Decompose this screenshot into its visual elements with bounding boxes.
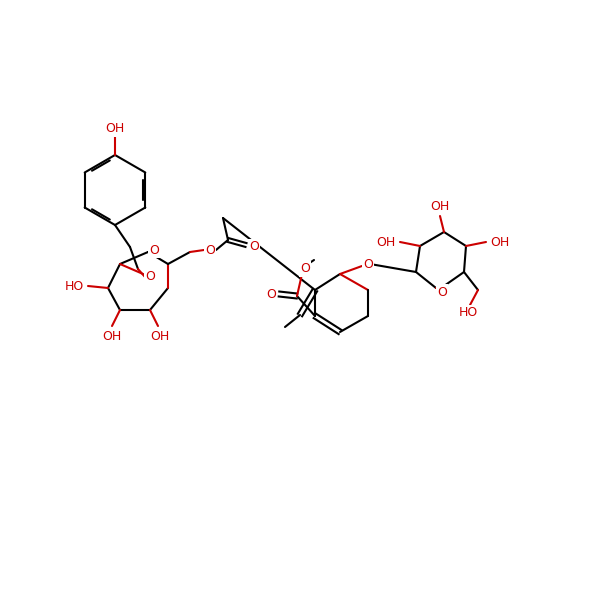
Text: O: O <box>363 257 373 271</box>
Text: OH: OH <box>430 199 449 212</box>
Text: OH: OH <box>106 122 125 136</box>
Text: O: O <box>145 271 155 283</box>
Text: HO: HO <box>458 307 478 319</box>
Text: OH: OH <box>151 329 170 343</box>
Text: O: O <box>149 244 159 257</box>
Text: O: O <box>300 263 310 275</box>
Text: O: O <box>437 286 447 298</box>
Text: OH: OH <box>490 235 509 248</box>
Text: OH: OH <box>376 235 395 248</box>
Text: HO: HO <box>64 280 83 292</box>
Text: OH: OH <box>103 329 122 343</box>
Text: O: O <box>266 287 276 301</box>
Text: O: O <box>249 241 259 253</box>
Text: O: O <box>205 244 215 257</box>
